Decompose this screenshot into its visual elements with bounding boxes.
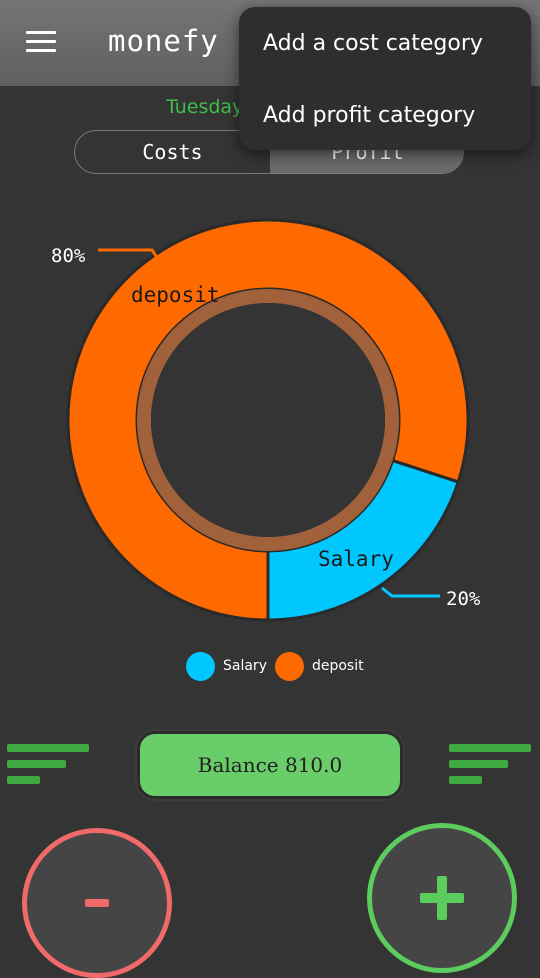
- deposit-slice-label: deposit: [131, 283, 220, 307]
- legend-salary-swatch: [186, 651, 215, 681]
- legend-salary-label: Salary: [223, 658, 267, 674]
- legend-deposit-swatch: [274, 651, 304, 681]
- donut-hole: [151, 303, 385, 537]
- balance-button[interactable]: Balance 810.0: [137, 731, 403, 799]
- salary-percent-label: 20%: [446, 588, 481, 610]
- overflow-dropdown-menu: Add a cost category Add profit category: [239, 7, 531, 150]
- menu-item-add-cost-category[interactable]: Add a cost category: [263, 31, 483, 56]
- app-title: monefy: [108, 24, 219, 58]
- deposit-percent-label: 80%: [51, 245, 86, 267]
- hamburger-menu-icon[interactable]: [26, 31, 56, 53]
- legend-item-deposit: deposit: [274, 651, 364, 681]
- legend-deposit-label: deposit: [311, 658, 364, 674]
- deposit-percent-leader-line: [98, 248, 162, 263]
- donut-inner-ring: [137, 289, 399, 551]
- date-label: Tuesday: [166, 96, 244, 118]
- plus-icon: [420, 876, 464, 920]
- left-decorative-bars: [7, 744, 91, 790]
- salary-slice-label: Salary: [318, 547, 394, 571]
- menu-item-add-profit-category[interactable]: Add profit category: [263, 103, 476, 128]
- chart-legend: Salary deposit: [186, 651, 372, 681]
- legend-item-salary: Salary: [186, 651, 267, 681]
- tab-costs[interactable]: Costs: [142, 140, 203, 164]
- add-income-button[interactable]: [367, 823, 517, 973]
- minus-icon: [85, 899, 109, 907]
- right-decorative-bars: [449, 744, 533, 790]
- add-expense-button[interactable]: [22, 828, 172, 978]
- donut-slice-deposit: [66, 218, 470, 622]
- salary-percent-leader-line: [381, 586, 440, 598]
- profit-donut-chart: 80% deposit 20% Salary: [51, 218, 481, 622]
